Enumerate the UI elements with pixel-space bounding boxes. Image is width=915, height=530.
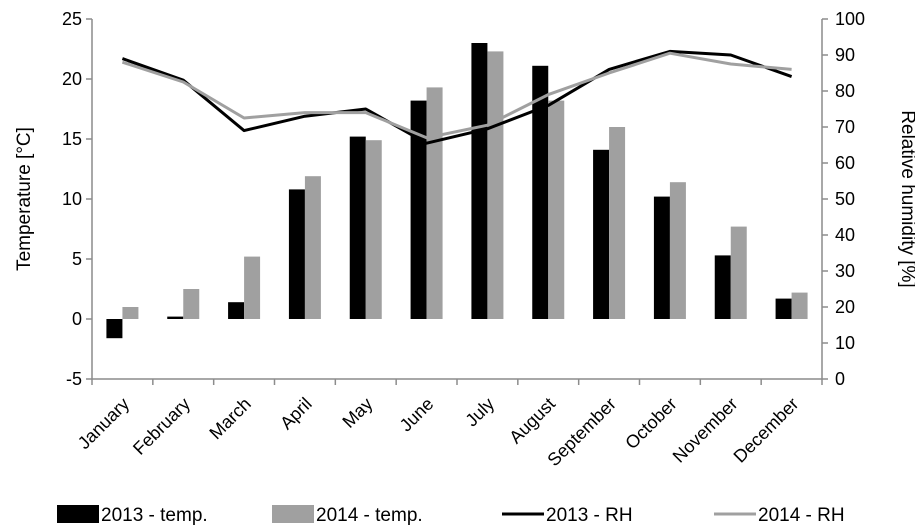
y-tick-label: 25 (62, 9, 82, 29)
axes-layer (86, 18, 828, 385)
y2-tick-label: 0 (835, 369, 845, 389)
y2-tick-label: 90 (835, 45, 855, 65)
bar-2014-june (426, 87, 443, 320)
bar-2014-may (365, 140, 382, 319)
y2-tick-label: 50 (835, 189, 855, 209)
legend-label: 2014 - temp. (316, 505, 423, 526)
bar-2013-december (775, 298, 792, 319)
bar-2014-july (487, 51, 504, 320)
bar-2013-march (228, 302, 245, 319)
x-tick-label: August (505, 394, 559, 448)
bar-2013-april (288, 189, 305, 319)
y-tick-label: 5 (72, 249, 82, 269)
x-tick-label: December (730, 394, 803, 467)
bar-2014-october (669, 182, 686, 319)
bar-2014-april (304, 176, 321, 319)
y-axis-title: Temperature [°C] (14, 127, 35, 271)
y2-tick-label: 20 (835, 297, 855, 317)
bar-2014-december (791, 292, 808, 319)
legend-swatch-2014-temp (272, 505, 314, 523)
x-tick-label: April (276, 394, 316, 434)
bar-layer (106, 43, 808, 339)
x-tick-label: January (74, 394, 133, 453)
bar-2014-march (244, 256, 261, 319)
bar-2014-september (609, 127, 626, 319)
x-tick-label: May (338, 394, 376, 432)
legend: 2013 - temp. 2014 - temp. 2013 - RH 2014 - … (57, 505, 845, 526)
y-tick-label: 20 (62, 69, 82, 89)
y-tick-label: 10 (62, 189, 82, 209)
bar-2014-august (548, 100, 565, 319)
y-tick-label: -5 (66, 369, 82, 389)
y2-axis-title: Relative humidity [%] (897, 110, 915, 287)
bar-2013-may (349, 136, 366, 319)
bar-2013-july (471, 43, 488, 319)
x-tick-label: November (669, 394, 742, 467)
x-tick-label: June (396, 394, 438, 436)
bar-2013-june (410, 100, 427, 319)
bar-2013-january (106, 319, 123, 339)
y2-tick-label: 30 (835, 261, 855, 281)
y-tick-label: 0 (72, 309, 82, 329)
x-tick-label: October (621, 394, 680, 453)
x-tick-label: July (461, 394, 498, 431)
x-tick-label: March (205, 394, 255, 444)
y2-tick-label: 10 (835, 333, 855, 353)
line-layer (121, 49, 793, 145)
y2-tick-label: 70 (835, 117, 855, 137)
legend-label: 2013 - temp. (101, 505, 208, 526)
legend-label: 2014 - RH (758, 505, 845, 526)
bar-2013-february (167, 316, 184, 319)
bar-2013-november (714, 255, 731, 319)
x-tick-label: February (129, 394, 194, 459)
bar-2014-november (730, 226, 747, 319)
y2-tick-label: 80 (835, 81, 855, 101)
bar-2013-august (532, 65, 549, 319)
legend-swatch-2013-temp (57, 505, 99, 523)
line-2013-rh (121, 49, 793, 145)
y2-tick-label: 60 (835, 153, 855, 173)
legend-label: 2013 - RH (546, 505, 633, 526)
line-2014-rh (121, 51, 792, 140)
bar-2014-january (122, 307, 139, 319)
y-tick-label: 15 (62, 129, 82, 149)
bar-2013-october (653, 196, 670, 319)
y2-tick-label: 40 (835, 225, 855, 245)
y2-tick-label: 100 (835, 9, 865, 29)
bar-2014-february (183, 289, 200, 319)
bar-2013-september (593, 149, 610, 319)
